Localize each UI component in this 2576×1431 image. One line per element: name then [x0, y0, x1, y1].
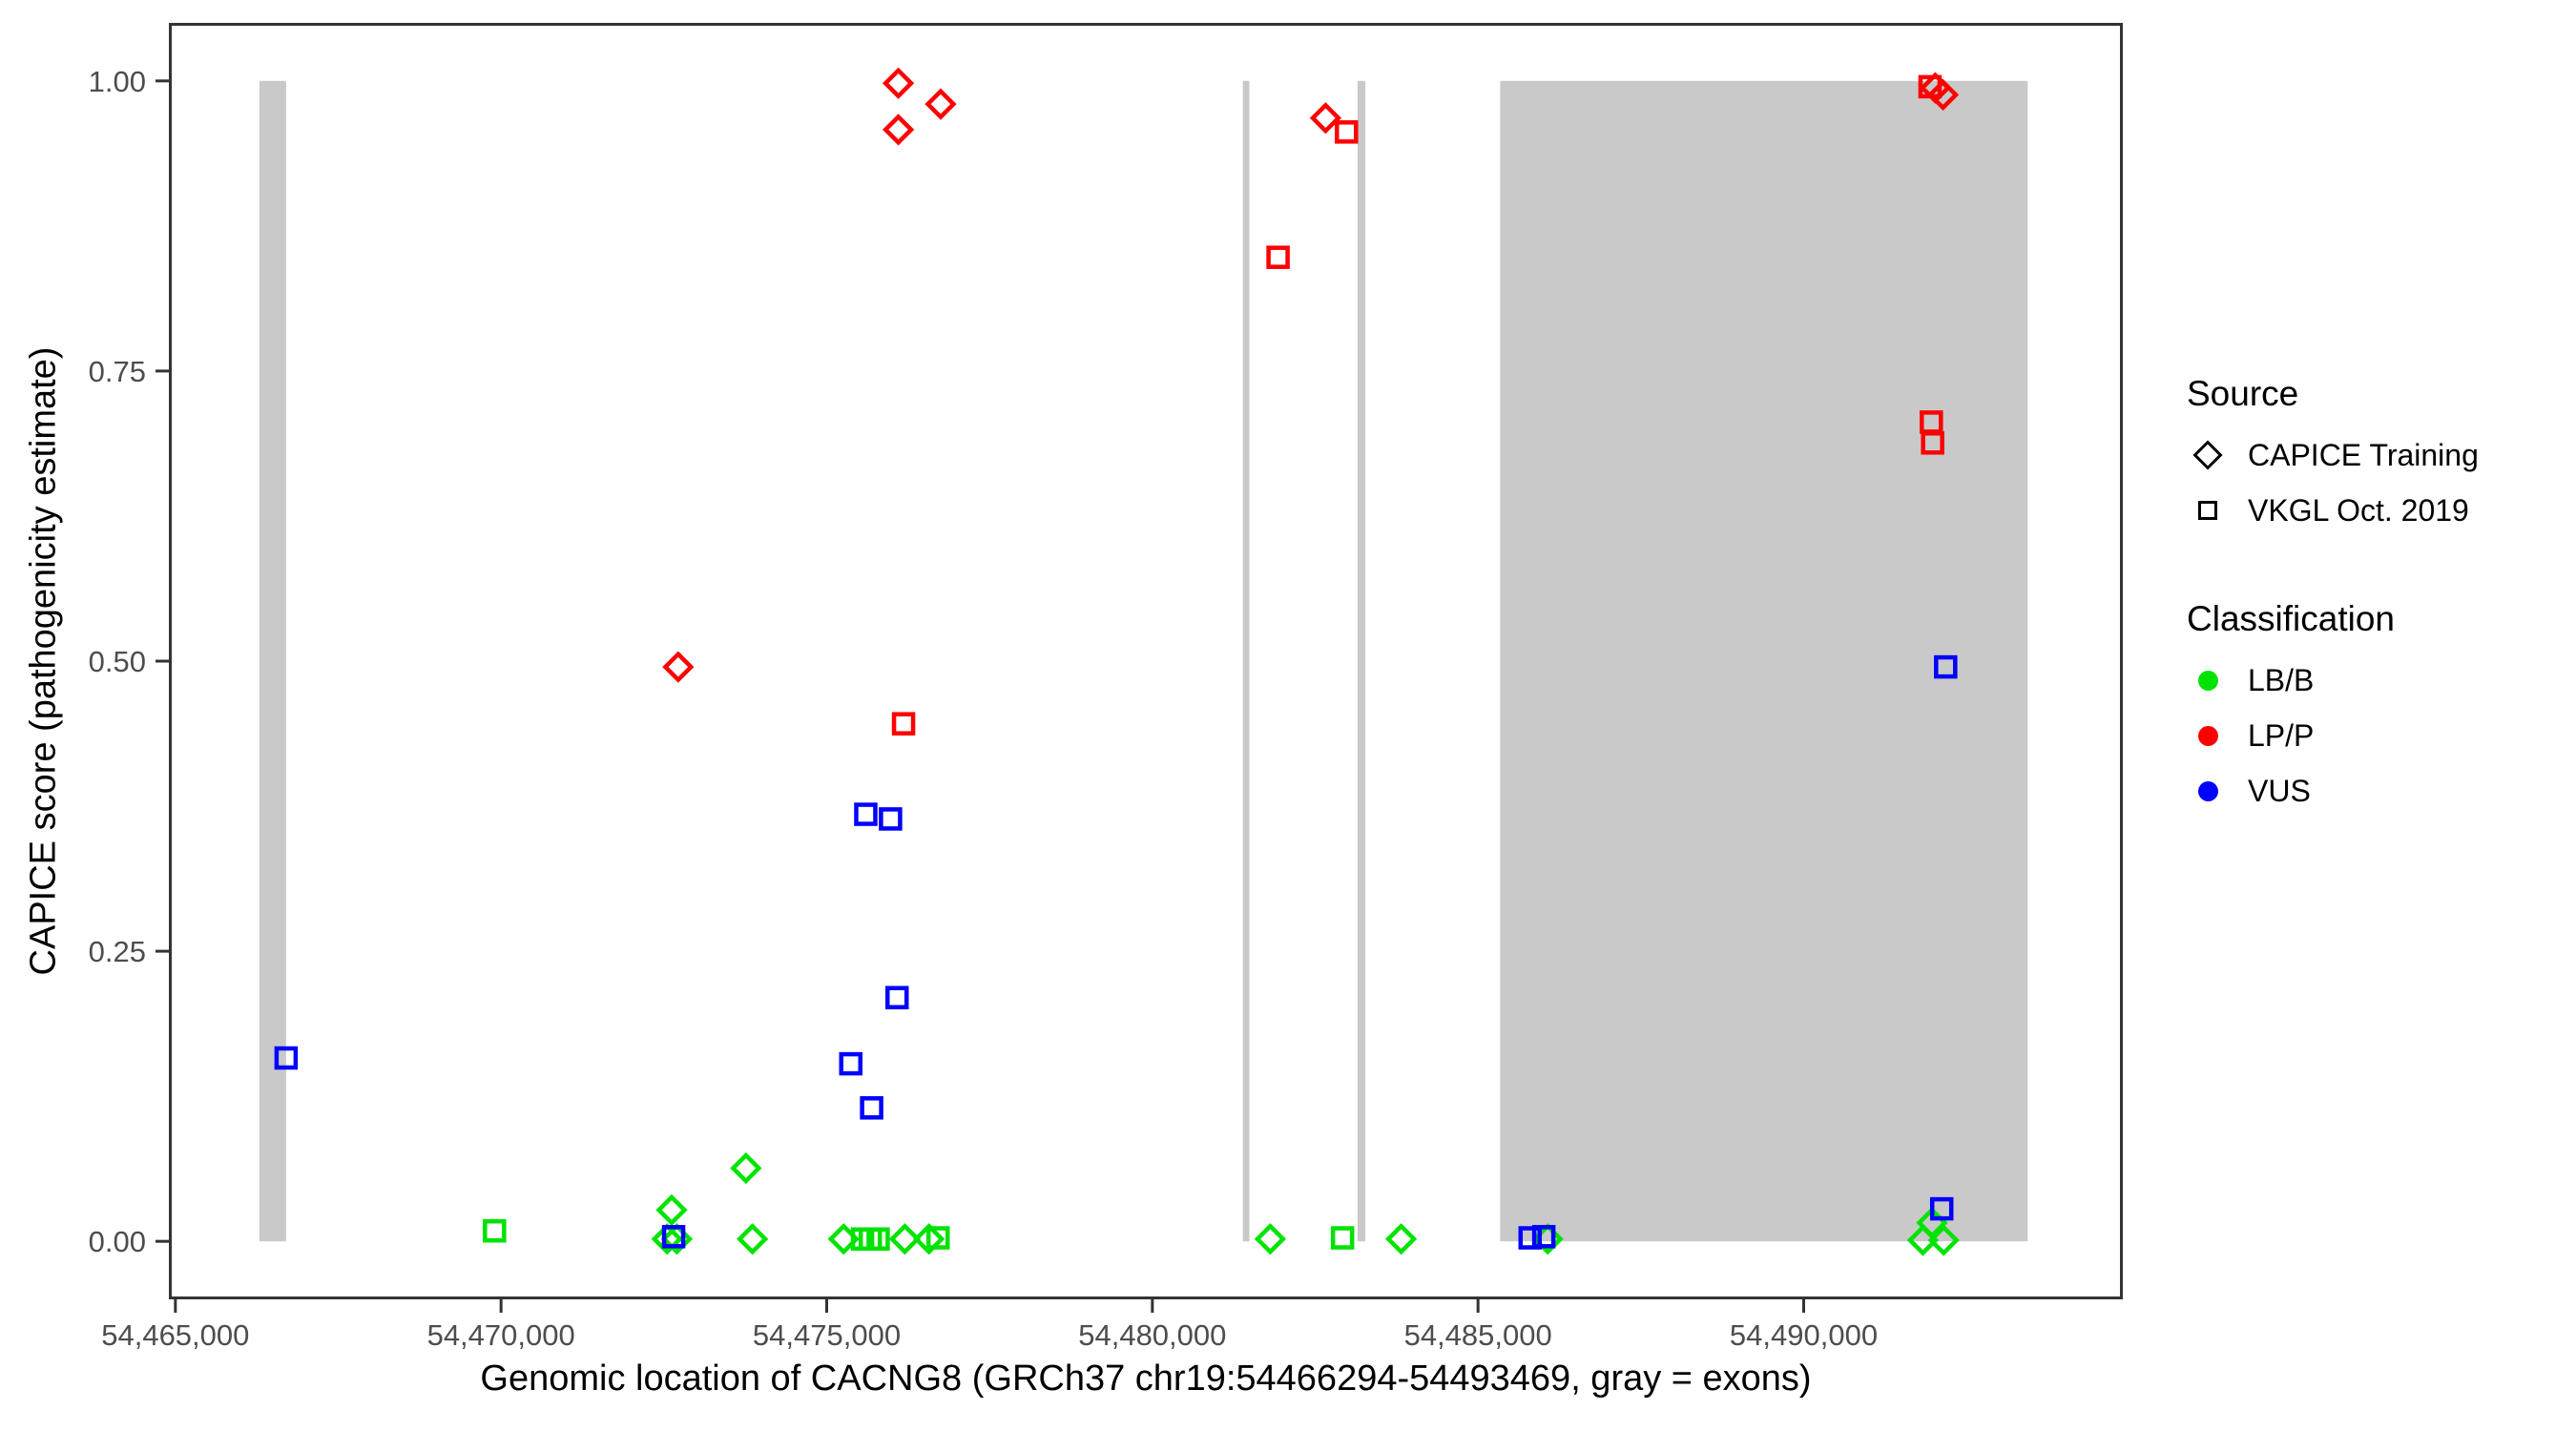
legend-item-capice-training: CAPICE Training	[2185, 427, 2566, 483]
y-tick-label: 1.00	[89, 65, 146, 98]
y-tick-label: 0.75	[89, 355, 146, 388]
square-point	[483, 1218, 507, 1243]
exon-band	[1500, 80, 2028, 1242]
legend-item-label: VKGL Oct. 2019	[2248, 492, 2469, 528]
diamond-point	[730, 1151, 762, 1185]
green-dot-icon	[2197, 670, 2218, 691]
diamond-point	[662, 651, 695, 683]
x-tick-label: 54,485,000	[1404, 1318, 1552, 1352]
square-point	[860, 1096, 883, 1120]
x-tick-label: 54,480,000	[1078, 1318, 1226, 1352]
diamond-key-icon	[2192, 440, 2223, 470]
square-point	[1929, 1196, 1954, 1221]
legend-item-lpp: LP/P	[2185, 708, 2566, 763]
diamond-point	[827, 1223, 860, 1255]
legend-item-vus: VUS	[2185, 763, 2566, 819]
legend-item-vkgl: VKGL Oct. 2019	[2185, 483, 2566, 538]
y-tick-label: 0.50	[89, 645, 146, 678]
blue-dot-icon	[2197, 780, 2218, 801]
diamond-point	[1309, 102, 1342, 135]
square-point	[1934, 654, 1958, 679]
legend-source-title: Source	[2187, 374, 2299, 413]
x-tick-label: 54,465,000	[101, 1318, 249, 1352]
x-axis-title: Genomic location of CACNG8 (GRCh37 chr19…	[480, 1358, 1812, 1399]
legend-item-label: LB/B	[2248, 662, 2315, 697]
diamond-point	[1906, 1224, 1940, 1256]
square-point	[1266, 245, 1290, 269]
diamond-point	[882, 67, 915, 99]
square-point	[1918, 74, 1942, 99]
exon-band	[1242, 80, 1250, 1242]
legend-item-label: VUS	[2248, 773, 2311, 808]
square-point	[891, 712, 916, 736]
diamond-point	[888, 1223, 922, 1255]
legend-item-label: LP/P	[2248, 717, 2315, 753]
diamond-point	[1384, 1223, 1418, 1255]
square-point	[884, 985, 909, 1009]
x-tick-label: 54,475,000	[753, 1318, 901, 1352]
square-point	[879, 807, 903, 831]
diamond-point	[737, 1223, 769, 1255]
red-dot-icon	[2197, 725, 2218, 746]
diamond-point	[1254, 1223, 1287, 1255]
diamond-point	[924, 88, 957, 120]
y-tick-label: 0.25	[89, 935, 146, 968]
square-point	[661, 1225, 686, 1249]
diamond-point	[1927, 1224, 1960, 1256]
diamond-point	[882, 114, 915, 146]
exon-band	[1357, 80, 1366, 1242]
square-point	[866, 1227, 890, 1251]
legend: Source CAPICE Training VKGL Oct. 2019 Cl…	[2185, 374, 2566, 819]
square-point	[1330, 1226, 1355, 1250]
diamond-point	[655, 1193, 688, 1226]
x-tick-label: 54,470,000	[427, 1318, 575, 1352]
square-point	[839, 1051, 863, 1076]
square-point	[854, 802, 878, 826]
legend-item-lbb: LB/B	[2185, 653, 2566, 708]
square-point	[1518, 1226, 1543, 1250]
diamond-point	[1926, 78, 1960, 112]
x-tick-label: 54,490,000	[1730, 1318, 1878, 1352]
square-point	[925, 1226, 950, 1250]
y-axis-title: CAPICE score (pathogenicity estimate)	[23, 346, 64, 976]
y-tick-label: 0.00	[89, 1225, 146, 1258]
square-point	[1335, 120, 1359, 144]
square-point	[274, 1046, 299, 1070]
legend-classification-title: Classification	[2187, 599, 2395, 638]
square-key-icon	[2198, 501, 2217, 520]
square-point	[1531, 1225, 1556, 1249]
square-point	[1921, 431, 1944, 455]
legend-item-label: CAPICE Training	[2248, 437, 2479, 472]
